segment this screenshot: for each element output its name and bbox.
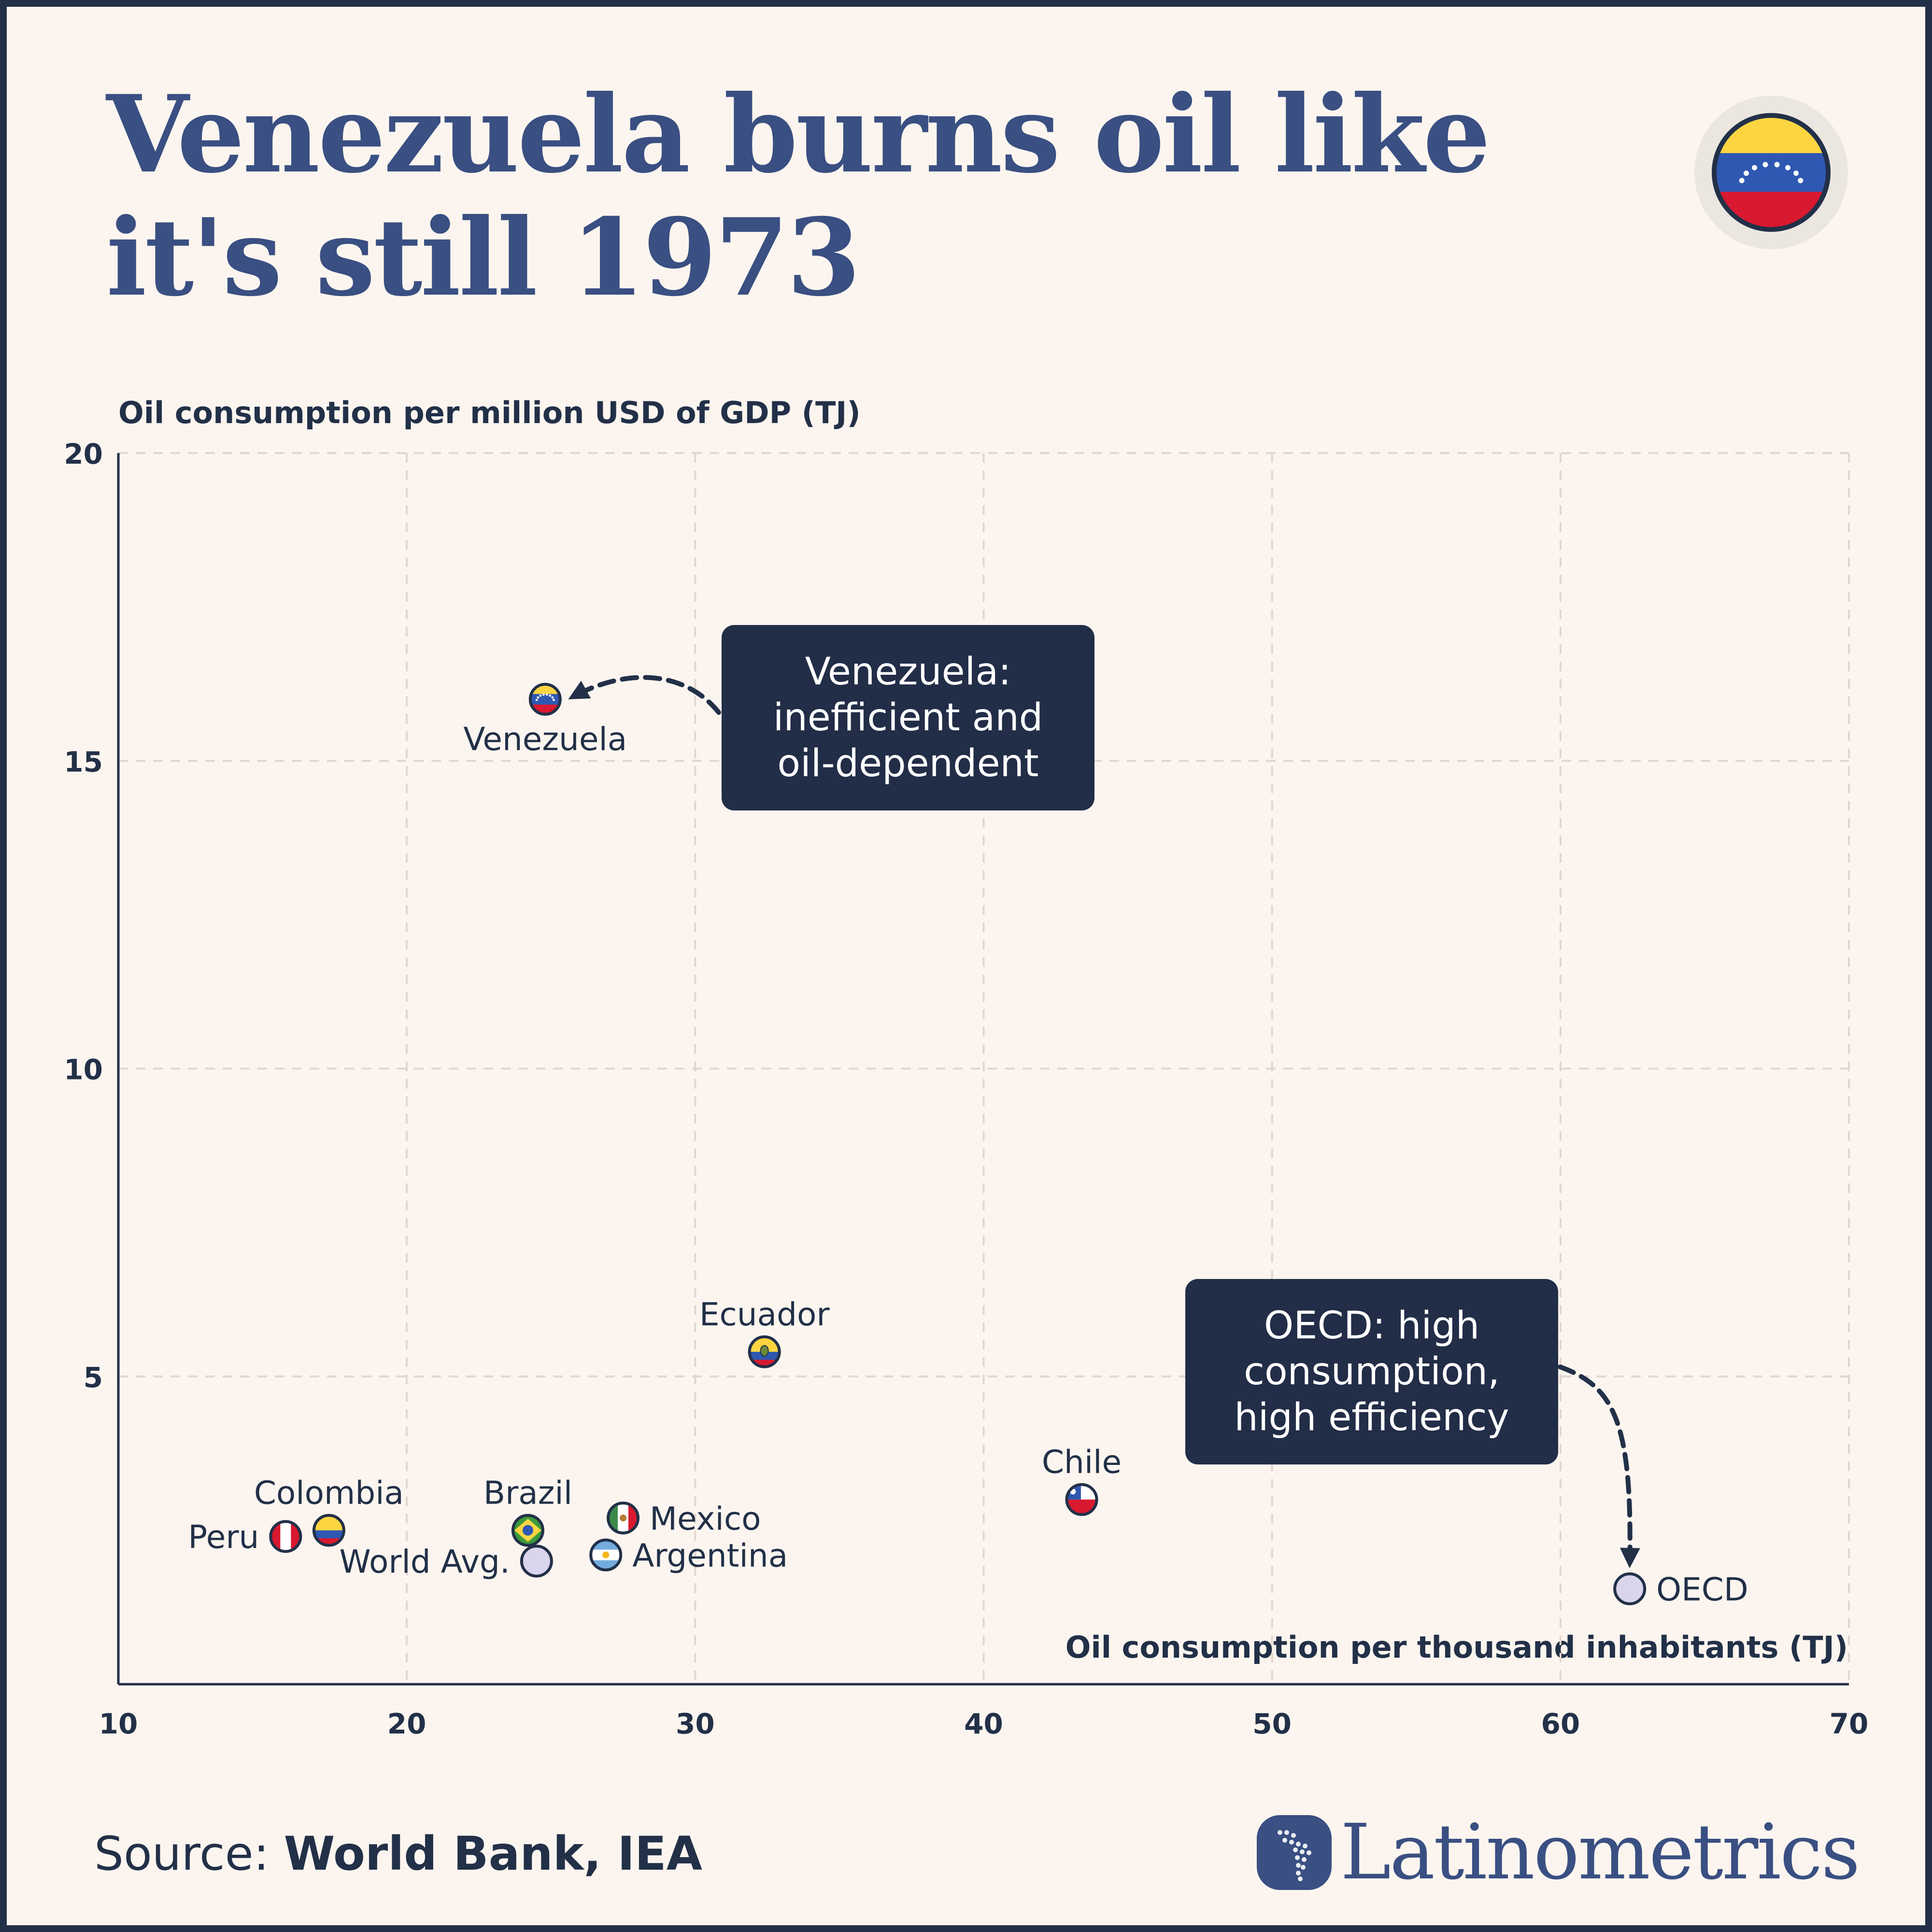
brand: Latinometrics [1257,1808,1860,1897]
x-axis-title: Oil consumption per thousand inhabitants… [1065,1630,1848,1665]
venezuela-flag-badge-icon [1694,96,1848,249]
callout-text-line: consumption, [1244,1350,1500,1393]
latinometrics-logo-icon [1257,1815,1332,1890]
y-tick-label: 15 [64,745,103,778]
source-prefix: Source: [94,1827,284,1881]
x-tick-label: 20 [387,1707,426,1740]
title-line-2: it's still 1973 [106,195,861,320]
brazil-flag-icon [511,1514,544,1547]
point-label: World Avg. [340,1543,510,1580]
source-text: World Bank, IEA [284,1827,703,1881]
x-tick-label: 40 [964,1707,1003,1740]
point-label: Mexico [650,1500,761,1537]
mexico-flag-icon [607,1501,640,1534]
aggregate-marker-icon [1613,1572,1647,1605]
callout-text-line: Venezuela: [805,650,1011,694]
callout-arrow [568,675,721,715]
aggregate-marker-icon [520,1545,553,1578]
chile-flag-icon [1065,1483,1098,1516]
point-label: OECD [1656,1571,1748,1608]
callout-text-line: oil-dependent [777,742,1038,785]
title-line-1: Venezuela burns oil like [106,71,1491,197]
point-label: Venezuela [463,721,627,758]
point-label: Peru [188,1519,259,1556]
argentina-flag-icon [589,1538,623,1572]
callout-box [1185,1279,1558,1464]
x-tick-label: 70 [1830,1707,1869,1740]
point-label: Argentina [632,1537,788,1574]
source-note: Source: World Bank, IEA [94,1827,702,1881]
callout-text-line: OECD: high [1264,1304,1479,1348]
callout-text-line: high efficiency [1234,1396,1509,1439]
point-label: Chile [1042,1444,1122,1481]
point-label: Brazil [483,1474,572,1511]
point-label: Ecuador [699,1296,830,1333]
brand-name: Latinometrics [1340,1808,1860,1897]
venezuela-flag-icon [528,682,562,716]
y-tick-label: 5 [84,1361,103,1394]
callout-arrow [1558,1364,1640,1568]
callout-box [722,625,1094,810]
x-tick-label: 10 [99,1707,138,1740]
callout-text-line: inefficient and [773,696,1043,739]
ecuador-flag-icon [748,1335,781,1368]
point-label: Colombia [254,1474,404,1511]
x-tick-label: 50 [1252,1707,1292,1740]
colombia-flag-icon [312,1514,345,1547]
x-tick-label: 30 [676,1707,715,1740]
x-tick-label: 60 [1541,1707,1580,1740]
page-title: Venezuela burns oil like it's still 1973 [106,72,1507,319]
y-axis-title: Oil consumption per million USD of GDP (… [118,395,861,430]
infographic-frame [7,7,1925,1925]
y-tick-label: 20 [64,438,103,470]
y-tick-label: 10 [64,1053,103,1086]
peru-flag-icon [269,1520,302,1553]
